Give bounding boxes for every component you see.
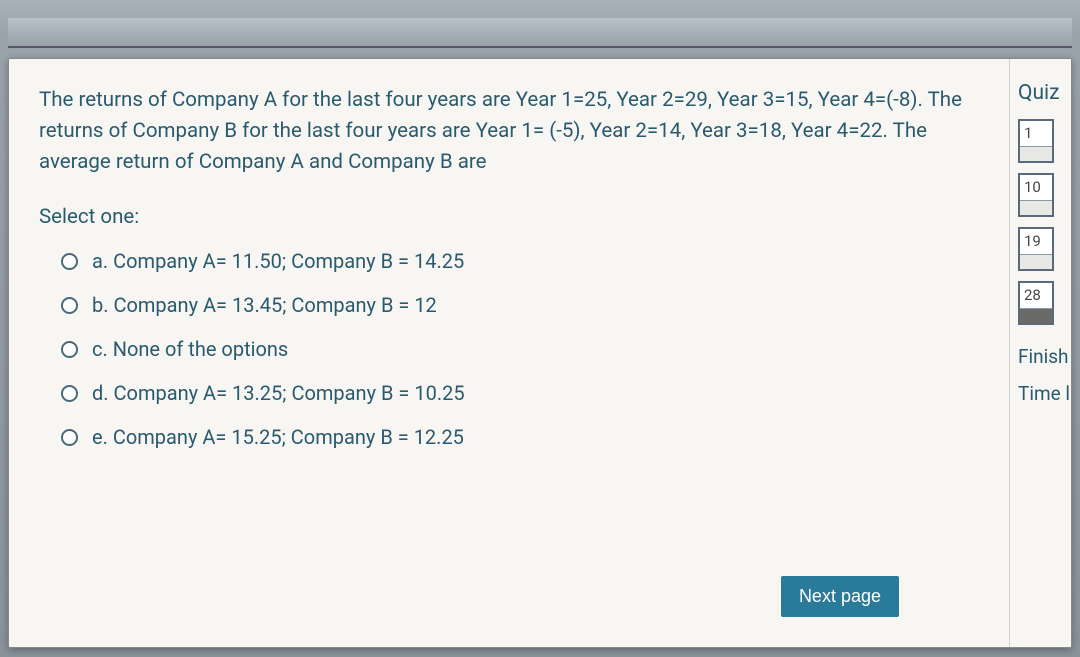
window-frame: The returns of Company A for the last fo… xyxy=(0,0,1080,657)
option-label: c. None of the options xyxy=(92,335,288,363)
select-one-label: Select one: xyxy=(39,205,979,229)
quiz-nav-status xyxy=(1020,146,1052,161)
question-text: The returns of Company A for the last fo… xyxy=(39,85,979,177)
quiz-nav-item-28[interactable]: 28 xyxy=(1018,281,1054,325)
option-e[interactable]: e. Company A= 15.25; Company B = 12.25 xyxy=(61,423,979,451)
option-label: b. Company A= 13.45; Company B = 12 xyxy=(92,291,437,319)
quiz-nav-status xyxy=(1020,254,1052,269)
finish-link[interactable]: Finish xyxy=(1018,345,1071,368)
quiz-nav-status xyxy=(1020,308,1052,323)
quiz-nav-item-1[interactable]: 1 xyxy=(1018,119,1054,163)
option-label: e. Company A= 15.25; Company B = 12.25 xyxy=(92,423,464,451)
quiz-nav-title: Quiz xyxy=(1018,81,1071,105)
next-page-button[interactable]: Next page xyxy=(781,576,899,617)
option-label: a. Company A= 11.50; Company B = 14.25 xyxy=(92,247,464,275)
radio-icon[interactable] xyxy=(61,341,78,358)
time-label: Time l xyxy=(1018,382,1071,405)
window-titlebar xyxy=(8,18,1072,48)
option-label: d. Company A= 13.25; Company B = 10.25 xyxy=(92,379,465,407)
radio-icon[interactable] xyxy=(61,385,78,402)
quiz-nav-item-10[interactable]: 10 xyxy=(1018,173,1054,217)
options-list: a. Company A= 11.50; Company B = 14.25 b… xyxy=(39,247,979,451)
question-panel: The returns of Company A for the last fo… xyxy=(9,59,1009,647)
quiz-nav-number: 19 xyxy=(1020,229,1052,254)
radio-icon[interactable] xyxy=(61,429,78,446)
quiz-nav-number: 10 xyxy=(1020,175,1052,200)
option-a[interactable]: a. Company A= 11.50; Company B = 14.25 xyxy=(61,247,979,275)
quiz-nav-number: 1 xyxy=(1020,121,1052,146)
quiz-nav-number: 28 xyxy=(1020,283,1052,308)
option-b[interactable]: b. Company A= 13.45; Company B = 12 xyxy=(61,291,979,319)
quiz-nav-panel: Quiz 1 10 19 28 Finish Time l xyxy=(1009,59,1071,647)
radio-icon[interactable] xyxy=(61,253,78,270)
quiz-nav-item-19[interactable]: 19 xyxy=(1018,227,1054,271)
option-c[interactable]: c. None of the options xyxy=(61,335,979,363)
radio-icon[interactable] xyxy=(61,297,78,314)
option-d[interactable]: d. Company A= 13.25; Company B = 10.25 xyxy=(61,379,979,407)
quiz-nav-status xyxy=(1020,200,1052,215)
content-window: The returns of Company A for the last fo… xyxy=(8,58,1072,648)
